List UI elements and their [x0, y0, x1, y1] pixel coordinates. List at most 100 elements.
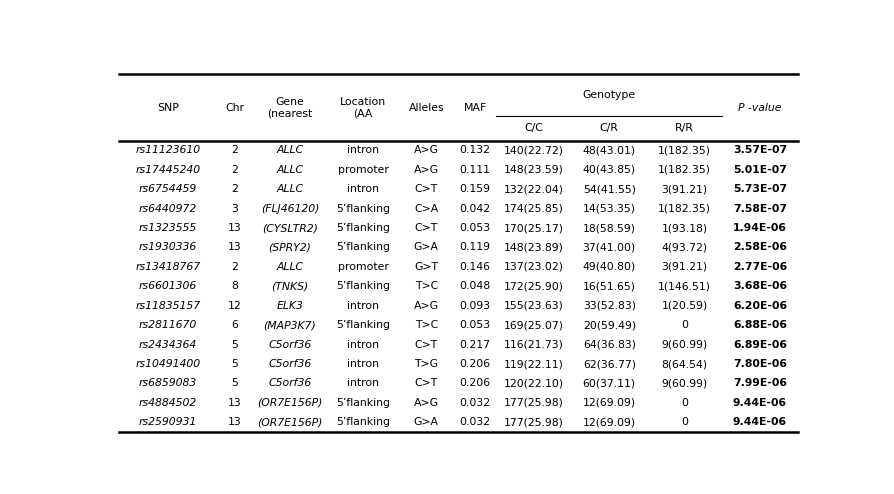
Text: P -value: P -value [738, 103, 781, 113]
Text: 7.80E-06: 7.80E-06 [733, 359, 787, 369]
Text: 5.01E-07: 5.01E-07 [733, 165, 787, 175]
Text: 1(182.35): 1(182.35) [658, 145, 711, 155]
Text: rs2434364: rs2434364 [139, 340, 198, 350]
Text: 0.159: 0.159 [460, 184, 491, 194]
Text: 174(25.85): 174(25.85) [504, 204, 564, 213]
Text: ALLC: ALLC [276, 145, 303, 155]
Text: T>C: T>C [415, 320, 438, 330]
Text: 2: 2 [232, 184, 239, 194]
Text: (OR7E156P): (OR7E156P) [257, 398, 323, 408]
Text: 49(40.80): 49(40.80) [583, 262, 636, 272]
Text: 6.88E-06: 6.88E-06 [733, 320, 787, 330]
Text: rs13418767: rs13418767 [136, 262, 200, 272]
Text: ELK3: ELK3 [276, 301, 303, 311]
Text: rs6754459: rs6754459 [139, 184, 198, 194]
Text: (CYSLTR2): (CYSLTR2) [262, 223, 318, 233]
Text: 2: 2 [232, 262, 239, 272]
Text: 1.94E-06: 1.94E-06 [733, 223, 787, 233]
Text: rs17445240: rs17445240 [136, 165, 200, 175]
Text: 9(60.99): 9(60.99) [662, 340, 708, 350]
Text: 0.053: 0.053 [460, 320, 491, 330]
Text: rs6859083: rs6859083 [139, 378, 198, 388]
Text: 13: 13 [228, 243, 242, 252]
Text: 148(23.89): 148(23.89) [504, 243, 564, 252]
Text: (MAP3K7): (MAP3K7) [264, 320, 316, 330]
Text: 3(91.21): 3(91.21) [662, 184, 708, 194]
Text: 6.89E-06: 6.89E-06 [733, 340, 787, 350]
Text: 12(69.09): 12(69.09) [583, 417, 636, 427]
Text: 5’flanking: 5’flanking [336, 204, 390, 213]
Text: 140(22.72): 140(22.72) [504, 145, 564, 155]
Text: 54(41.55): 54(41.55) [583, 184, 636, 194]
Text: 2: 2 [232, 145, 239, 155]
Text: 3: 3 [232, 204, 239, 213]
Text: 5’flanking: 5’flanking [336, 398, 390, 408]
Text: 2.58E-06: 2.58E-06 [733, 243, 787, 252]
Text: 0: 0 [681, 417, 688, 427]
Text: 155(23.63): 155(23.63) [504, 301, 564, 311]
Text: intron: intron [347, 145, 379, 155]
Text: 48(43.01): 48(43.01) [583, 145, 636, 155]
Text: 33(52.83): 33(52.83) [583, 301, 636, 311]
Text: Alleles: Alleles [409, 103, 444, 113]
Text: C5orf36: C5orf36 [268, 359, 311, 369]
Text: 7.99E-06: 7.99E-06 [733, 378, 787, 388]
Text: 62(36.77): 62(36.77) [583, 359, 636, 369]
Text: (SPRY2): (SPRY2) [268, 243, 311, 252]
Text: 40(43.85): 40(43.85) [583, 165, 636, 175]
Text: 9.44E-06: 9.44E-06 [733, 398, 787, 408]
Text: 5’flanking: 5’flanking [336, 223, 390, 233]
Text: C/R: C/R [600, 123, 619, 133]
Text: intron: intron [347, 301, 379, 311]
Text: 0: 0 [681, 398, 688, 408]
Text: G>A: G>A [414, 417, 439, 427]
Text: rs6601306: rs6601306 [139, 282, 198, 291]
Text: 1(146.51): 1(146.51) [658, 282, 711, 291]
Text: G>T: G>T [414, 262, 438, 272]
Text: 5.73E-07: 5.73E-07 [733, 184, 787, 194]
Text: ALLC: ALLC [276, 165, 303, 175]
Text: A>G: A>G [414, 145, 439, 155]
Text: 5’flanking: 5’flanking [336, 320, 390, 330]
Text: 0.119: 0.119 [460, 243, 491, 252]
Text: C>T: C>T [415, 340, 438, 350]
Text: Gene
(nearest: Gene (nearest [267, 97, 313, 119]
Text: 0.146: 0.146 [460, 262, 491, 272]
Text: 8(64.54): 8(64.54) [662, 359, 708, 369]
Text: ALLC: ALLC [276, 262, 303, 272]
Text: 5’flanking: 5’flanking [336, 243, 390, 252]
Text: 177(25.98): 177(25.98) [504, 398, 564, 408]
Text: 64(36.83): 64(36.83) [583, 340, 636, 350]
Text: 14(53.35): 14(53.35) [583, 204, 636, 213]
Text: rs2590931: rs2590931 [139, 417, 198, 427]
Text: 13: 13 [228, 417, 242, 427]
Text: (TNKS): (TNKS) [271, 282, 308, 291]
Text: 0: 0 [681, 320, 688, 330]
Text: 9(60.99): 9(60.99) [662, 378, 708, 388]
Text: 12: 12 [228, 301, 242, 311]
Text: C>T: C>T [415, 223, 438, 233]
Text: C>A: C>A [414, 204, 438, 213]
Text: 116(21.73): 116(21.73) [504, 340, 564, 350]
Text: 5’flanking: 5’flanking [336, 282, 390, 291]
Text: 6: 6 [232, 320, 239, 330]
Text: 0.048: 0.048 [460, 282, 491, 291]
Text: 1(20.59): 1(20.59) [662, 301, 708, 311]
Text: 5: 5 [232, 359, 239, 369]
Text: intron: intron [347, 340, 379, 350]
Text: 13: 13 [228, 223, 242, 233]
Text: 120(22.10): 120(22.10) [504, 378, 564, 388]
Text: 0.053: 0.053 [460, 223, 491, 233]
Text: 169(25.07): 169(25.07) [504, 320, 564, 330]
Text: intron: intron [347, 184, 379, 194]
Text: C>T: C>T [415, 184, 438, 194]
Text: rs1323555: rs1323555 [139, 223, 198, 233]
Text: promoter: promoter [338, 165, 389, 175]
Text: Genotype: Genotype [583, 90, 636, 100]
Text: 2: 2 [232, 165, 239, 175]
Text: 12(69.09): 12(69.09) [583, 398, 636, 408]
Text: 6.20E-06: 6.20E-06 [733, 301, 787, 311]
Text: 119(22.11): 119(22.11) [504, 359, 564, 369]
Text: A>G: A>G [414, 301, 439, 311]
Text: rs10491400: rs10491400 [136, 359, 200, 369]
